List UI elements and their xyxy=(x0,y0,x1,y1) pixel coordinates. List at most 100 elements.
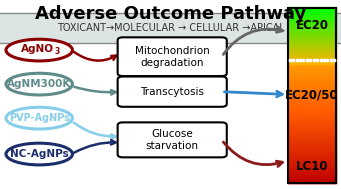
Bar xyxy=(288,31,336,32)
Bar xyxy=(288,93,336,94)
Bar xyxy=(288,103,336,104)
Bar xyxy=(288,8,336,183)
Bar xyxy=(288,155,336,156)
Bar xyxy=(288,134,336,135)
Bar xyxy=(288,74,336,75)
Bar xyxy=(288,123,336,124)
Bar xyxy=(288,119,336,120)
Bar xyxy=(288,139,336,140)
Bar xyxy=(288,28,336,29)
Bar xyxy=(288,154,336,155)
Bar xyxy=(288,116,336,117)
Bar xyxy=(288,181,336,182)
Text: NC-AgNPs: NC-AgNPs xyxy=(10,149,69,159)
Bar xyxy=(288,101,336,102)
Bar xyxy=(288,149,336,150)
Bar xyxy=(288,130,336,131)
Bar xyxy=(288,114,336,115)
Bar xyxy=(288,100,336,101)
Bar xyxy=(288,73,336,74)
Bar xyxy=(288,136,336,137)
Bar xyxy=(288,66,336,67)
Bar xyxy=(288,148,336,149)
Bar xyxy=(288,179,336,180)
Bar xyxy=(288,155,336,156)
Bar xyxy=(288,121,336,122)
Bar xyxy=(288,108,336,109)
Bar xyxy=(288,93,336,94)
Bar xyxy=(288,115,336,117)
Bar xyxy=(288,89,336,90)
Bar xyxy=(288,12,336,13)
Bar xyxy=(288,36,336,37)
Bar xyxy=(288,40,336,41)
Bar xyxy=(288,97,336,98)
Bar xyxy=(288,181,336,182)
Bar xyxy=(288,88,336,89)
Bar xyxy=(288,42,336,43)
Bar xyxy=(288,32,336,33)
Bar xyxy=(288,15,336,16)
Bar xyxy=(288,128,336,129)
Bar xyxy=(288,46,336,47)
Bar xyxy=(288,41,336,42)
Bar xyxy=(288,62,336,63)
Bar xyxy=(288,159,336,160)
Bar xyxy=(288,163,336,164)
Bar xyxy=(288,157,336,158)
Bar xyxy=(288,127,336,128)
Bar xyxy=(288,14,336,15)
Bar xyxy=(288,158,336,159)
Bar xyxy=(288,53,336,54)
Bar xyxy=(288,167,336,168)
Bar xyxy=(288,160,336,161)
Bar xyxy=(288,149,336,150)
Bar xyxy=(288,182,336,183)
Bar xyxy=(288,9,336,10)
Bar xyxy=(288,70,336,71)
Bar xyxy=(288,59,336,60)
Bar xyxy=(288,35,336,36)
Bar xyxy=(288,143,336,144)
Bar xyxy=(288,108,336,109)
Bar xyxy=(288,83,336,84)
Bar xyxy=(288,153,336,154)
Bar xyxy=(288,173,336,174)
Bar xyxy=(288,82,336,83)
Bar xyxy=(288,29,336,30)
Bar xyxy=(288,62,336,63)
Bar xyxy=(288,117,336,118)
Bar xyxy=(288,10,336,11)
Bar xyxy=(288,169,336,170)
Bar xyxy=(288,18,336,19)
Bar xyxy=(288,164,336,165)
FancyBboxPatch shape xyxy=(118,37,227,76)
Bar xyxy=(288,148,336,149)
Bar xyxy=(288,101,336,102)
Bar xyxy=(288,129,336,130)
Bar xyxy=(288,42,336,43)
Bar xyxy=(288,23,336,24)
Bar xyxy=(288,90,336,91)
Bar xyxy=(288,86,336,87)
Bar xyxy=(288,103,336,104)
Text: AgNM300K: AgNM300K xyxy=(7,79,71,89)
Bar xyxy=(288,17,336,18)
Bar xyxy=(288,99,336,100)
Bar xyxy=(288,70,336,71)
Bar xyxy=(288,126,336,127)
Bar xyxy=(288,77,336,78)
Bar xyxy=(288,8,336,9)
Bar xyxy=(288,49,336,50)
Bar xyxy=(288,8,336,9)
Ellipse shape xyxy=(6,73,73,95)
Bar xyxy=(288,13,336,14)
Bar xyxy=(288,146,336,147)
Bar xyxy=(288,17,336,18)
Bar xyxy=(288,96,336,97)
Bar xyxy=(288,124,336,125)
Bar xyxy=(288,168,336,169)
Text: Adverse Outcome Pathway: Adverse Outcome Pathway xyxy=(35,5,306,23)
Bar xyxy=(288,54,336,55)
Bar xyxy=(288,94,336,95)
